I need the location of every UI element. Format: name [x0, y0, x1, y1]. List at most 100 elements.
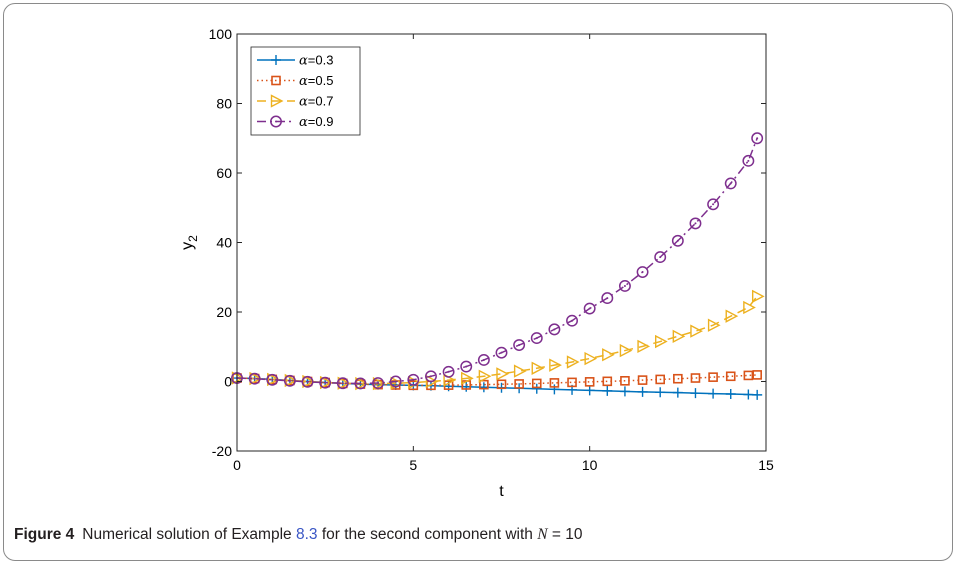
data-point: [566, 314, 578, 327]
data-point: [655, 387, 666, 398]
data-point: [725, 389, 736, 400]
data-point: [743, 389, 754, 400]
data-point: [584, 385, 595, 396]
data-point: [724, 177, 737, 190]
y-axis-label: y2: [179, 235, 200, 250]
x-tick-label: 0: [233, 457, 241, 473]
legend-label-symbol: α: [299, 54, 308, 69]
data-point: [672, 329, 686, 343]
legend-entry: α=0.3: [257, 53, 333, 69]
y-tick-label: 60: [216, 165, 232, 181]
data-point: [708, 388, 719, 399]
data-point: [636, 266, 649, 278]
data-point: [549, 358, 562, 372]
data-point: [743, 370, 754, 381]
data-point: [602, 376, 613, 387]
data-point: [496, 367, 510, 381]
legend-label-value: =0.7: [308, 94, 334, 109]
data-point: [619, 343, 633, 358]
legend-label-symbol: α: [299, 74, 308, 89]
data-point: [752, 370, 762, 380]
data-point: [513, 364, 527, 378]
data-point: [531, 361, 545, 375]
data-point: [637, 375, 648, 385]
legend-label-symbol: α: [299, 115, 308, 130]
legend-label: α=0.7: [299, 94, 333, 110]
data-point: [725, 371, 736, 382]
data-point: [407, 373, 420, 386]
x-axis-label: t: [499, 483, 504, 500]
x-tick-label: 10: [582, 457, 598, 473]
data-point: [655, 374, 666, 385]
series-4: [231, 132, 764, 390]
x-tick-label: 5: [409, 457, 417, 473]
legend-label: α=0.9: [299, 114, 333, 130]
legend-label-value: =0.3: [308, 53, 334, 68]
data-point: [690, 324, 703, 338]
caption-text-after: for the second component with: [317, 526, 538, 543]
legend-label-value: =0.9: [308, 114, 334, 129]
data-point: [389, 375, 402, 388]
data-point: [637, 386, 648, 397]
data-point: [672, 387, 683, 398]
caption-math-rest: = 10: [547, 526, 583, 543]
data-point: [752, 389, 763, 400]
data-point: [477, 354, 490, 366]
data-point: [531, 383, 542, 394]
legend-marker: [271, 75, 281, 86]
legend-marker: [271, 55, 281, 65]
data-point: [690, 373, 701, 383]
data-point: [655, 334, 668, 349]
series-line: [236, 374, 758, 387]
caption-label: Figure 4: [14, 526, 75, 543]
data-point: [673, 373, 683, 384]
data-point: [460, 360, 473, 373]
series-layer: [231, 132, 765, 400]
data-point: [725, 309, 739, 323]
legend-label-symbol: α: [299, 95, 308, 110]
legend-entry: α=0.7: [257, 94, 333, 110]
data-point: [425, 374, 439, 389]
legend-marker: [270, 115, 282, 128]
data-point: [602, 385, 613, 396]
data-point: [513, 339, 526, 351]
data-point: [425, 370, 437, 383]
data-point: [496, 379, 507, 390]
data-point: [319, 376, 332, 389]
data-point: [495, 346, 508, 359]
figure-caption: Figure 4 Numerical solution of Example 8.…: [14, 526, 582, 544]
legend-label: α=0.5: [299, 73, 333, 89]
data-point: [584, 351, 598, 366]
data-point: [442, 365, 455, 378]
legend-box: [250, 46, 361, 136]
data-point: [618, 279, 631, 292]
data-point: [548, 323, 561, 336]
data-point: [743, 300, 756, 315]
y-tick-label: -20: [212, 443, 232, 459]
data-point: [461, 371, 474, 386]
legend-label-value: =0.5: [308, 73, 334, 88]
data-point: [566, 355, 580, 369]
data-point: [602, 348, 615, 362]
caption-reference-link[interactable]: 8.3: [295, 526, 318, 543]
y-tick-label: 100: [209, 26, 233, 42]
data-point: [620, 376, 630, 386]
data-point: [549, 378, 560, 388]
series-3: [231, 289, 765, 391]
data-point: [689, 217, 702, 230]
y-axis-label-main: y: [179, 242, 196, 250]
data-point: [549, 384, 560, 395]
data-point: [742, 154, 755, 167]
y-tick-label: 0: [224, 374, 232, 390]
data-point: [514, 379, 524, 389]
x-tick-label: 15: [758, 457, 774, 473]
data-point: [584, 377, 595, 387]
data-point: [751, 132, 764, 145]
data-point: [619, 386, 630, 397]
y-tick-label: 20: [216, 304, 232, 320]
data-point: [707, 318, 721, 332]
data-point: [283, 374, 296, 387]
caption-math-var: N: [537, 526, 548, 543]
